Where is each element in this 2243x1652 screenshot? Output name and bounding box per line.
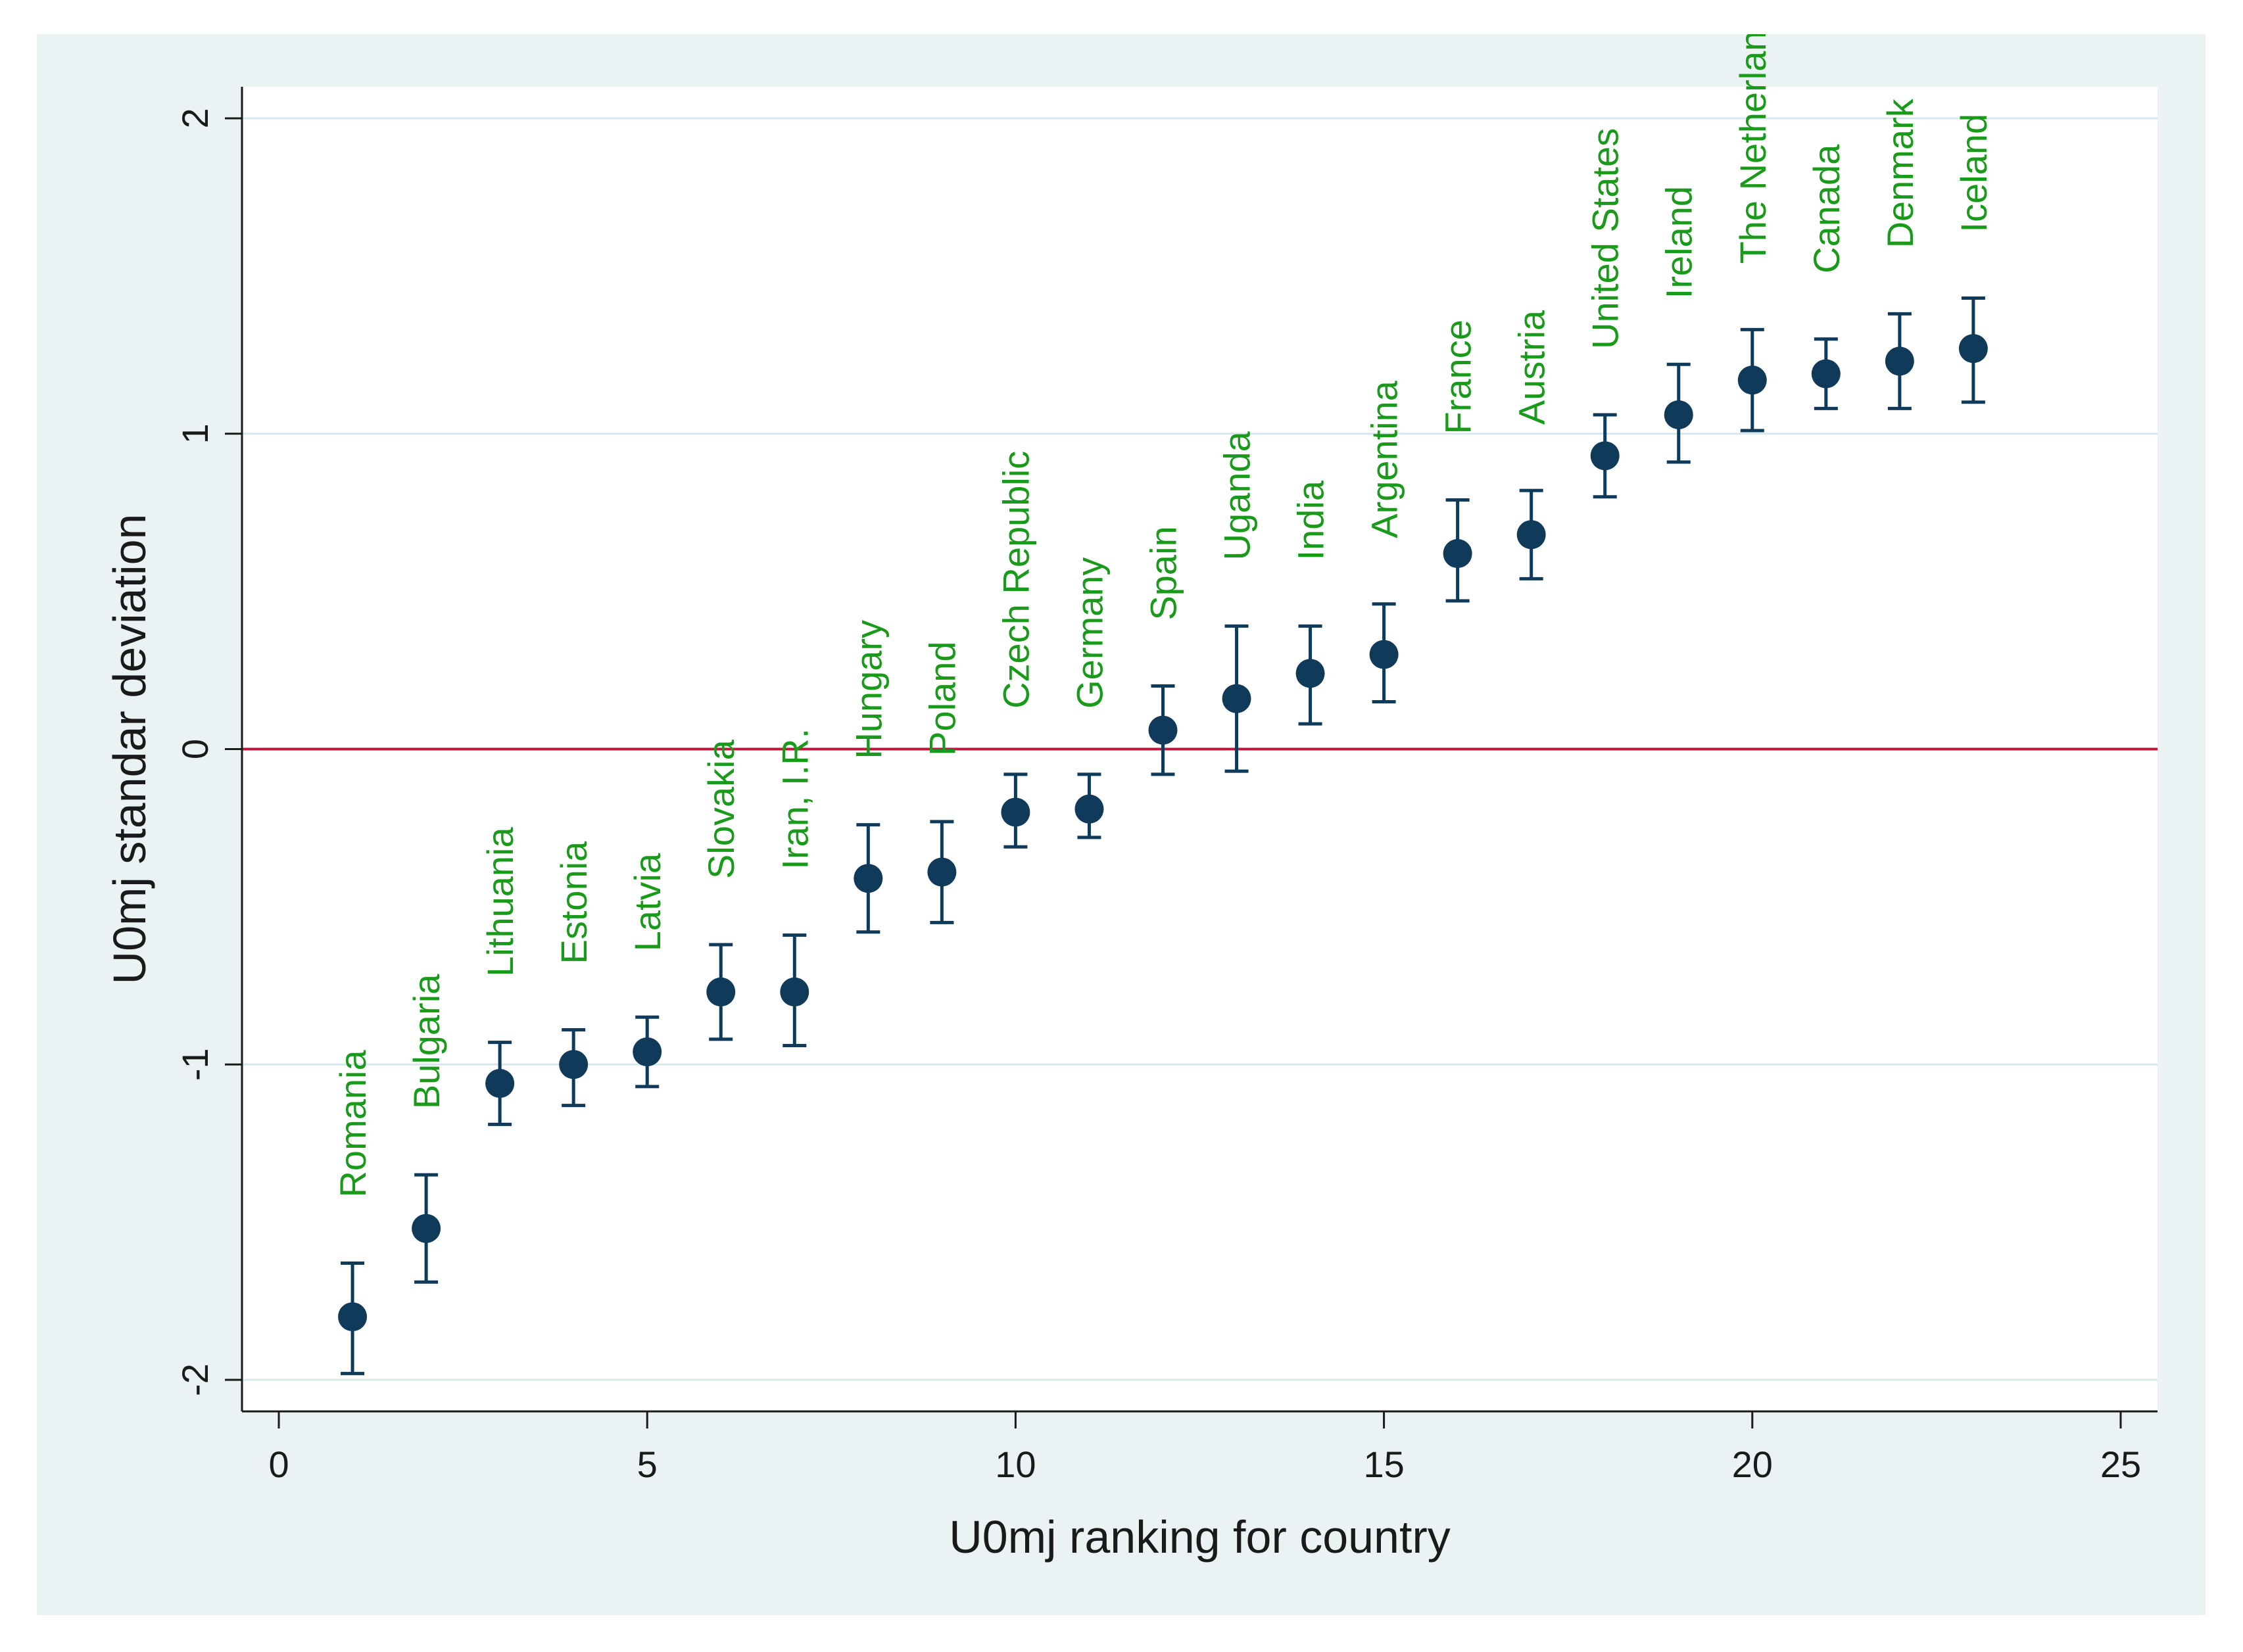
point-marker: [1443, 539, 1472, 569]
point-marker: [780, 977, 809, 1006]
point-marker: [338, 1302, 368, 1332]
data-point-8: [854, 823, 883, 934]
point-marker: [1148, 715, 1178, 745]
point-label-3: Lithuania: [479, 827, 521, 977]
point-label-9: Poland: [921, 641, 963, 755]
point-label-16: France: [1437, 319, 1479, 434]
point-label-23: Iceland: [1953, 114, 1994, 233]
data-points: [338, 296, 1988, 1375]
data-point-14: [1295, 624, 1325, 726]
y-tick-label: 2: [174, 108, 216, 128]
data-point-20: [1737, 327, 1767, 433]
data-point-12: [1148, 684, 1178, 776]
point-marker: [854, 864, 883, 893]
point-label-6: Slovakia: [700, 739, 742, 879]
point-label-13: Uganda: [1217, 431, 1258, 560]
data-point-5: [633, 1015, 662, 1089]
point-label-4: Estonia: [553, 841, 594, 964]
data-point-18: [1590, 413, 1620, 499]
point-marker: [1958, 334, 1988, 364]
data-point-21: [1811, 337, 1841, 410]
x-tick-label: 20: [1732, 1444, 1773, 1485]
point-marker: [559, 1050, 589, 1079]
point-label-5: Latvia: [627, 853, 668, 951]
data-point-15: [1369, 602, 1399, 704]
data-point-7: [780, 933, 809, 1047]
data-point-2: [412, 1173, 441, 1284]
x-tick-label: 0: [268, 1444, 289, 1485]
data-point-4: [559, 1027, 589, 1108]
x-axis-title: U0mj ranking for country: [949, 1511, 1451, 1563]
data-point-1: [338, 1262, 368, 1375]
data-point-16: [1443, 498, 1472, 603]
point-label-15: Argentina: [1364, 380, 1405, 538]
data-point-13: [1222, 624, 1251, 773]
point-label-1: Romania: [332, 1050, 374, 1198]
point-label-18: United States: [1585, 128, 1626, 349]
y-tick-label: 0: [174, 739, 216, 759]
chart-frame: 0 5 10 15 20 25 -2 -1 0 1 2 Romania Bulgaria Lithuan…: [37, 34, 2206, 1615]
x-tick-label: 10: [995, 1444, 1036, 1485]
point-label-12: Spain: [1142, 526, 1184, 620]
y-tick-label: 1: [174, 423, 216, 444]
point-label-19: Ireland: [1658, 186, 1700, 298]
point-label-22: Denmark: [1879, 98, 1921, 248]
point-label-8: Hungary: [848, 620, 889, 759]
data-point-6: [706, 943, 736, 1041]
y-tick-label: -2: [174, 1363, 216, 1396]
point-marker: [1885, 346, 1914, 376]
point-marker: [485, 1069, 515, 1098]
point-labels: Romania Bulgaria Lithuania Estonia Latvia Slo…: [332, 34, 1994, 1198]
data-point-19: [1664, 362, 1693, 464]
point-marker: [1369, 640, 1399, 669]
point-marker: [1295, 659, 1325, 688]
point-marker: [927, 857, 957, 887]
data-point-23: [1958, 296, 1988, 404]
point-label-10: Czech Republic: [995, 451, 1036, 709]
point-label-21: Canada: [1806, 144, 1847, 273]
point-label-20: The Netherland: [1732, 34, 1773, 264]
data-point-22: [1885, 312, 1914, 410]
point-label-2: Bulgaria: [406, 974, 447, 1109]
point-label-7: Iran, I.R.: [774, 728, 815, 870]
x-tick-label: 5: [637, 1444, 658, 1485]
point-marker: [1516, 520, 1546, 550]
point-marker: [1811, 359, 1841, 389]
point-label-11: Germany: [1069, 557, 1110, 709]
point-marker: [1664, 400, 1693, 429]
y-tick-label: -1: [174, 1048, 216, 1081]
point-marker: [633, 1037, 662, 1067]
data-point-11: [1074, 772, 1104, 839]
point-marker: [1074, 794, 1104, 824]
axes: 0 5 10 15 20 25 -2 -1 0 1 2: [174, 87, 2158, 1485]
data-point-3: [485, 1041, 515, 1126]
x-tick-label: 15: [1363, 1444, 1404, 1485]
data-point-10: [1001, 772, 1030, 849]
point-marker: [1222, 684, 1251, 713]
scatter-chart: 0 5 10 15 20 25 -2 -1 0 1 2 Romania Bulgaria Lithuan…: [104, 34, 2158, 1563]
point-marker: [1001, 797, 1030, 827]
point-marker: [412, 1214, 441, 1243]
point-marker: [706, 977, 736, 1006]
y-axis-title: U0mj standar deviation: [104, 514, 155, 985]
point-label-17: Austria: [1511, 310, 1553, 425]
data-point-9: [927, 820, 957, 924]
data-point-17: [1516, 488, 1546, 580]
point-label-14: India: [1290, 480, 1332, 560]
point-marker: [1590, 441, 1620, 471]
point-marker: [1737, 366, 1767, 395]
x-tick-label: 25: [2100, 1444, 2141, 1485]
